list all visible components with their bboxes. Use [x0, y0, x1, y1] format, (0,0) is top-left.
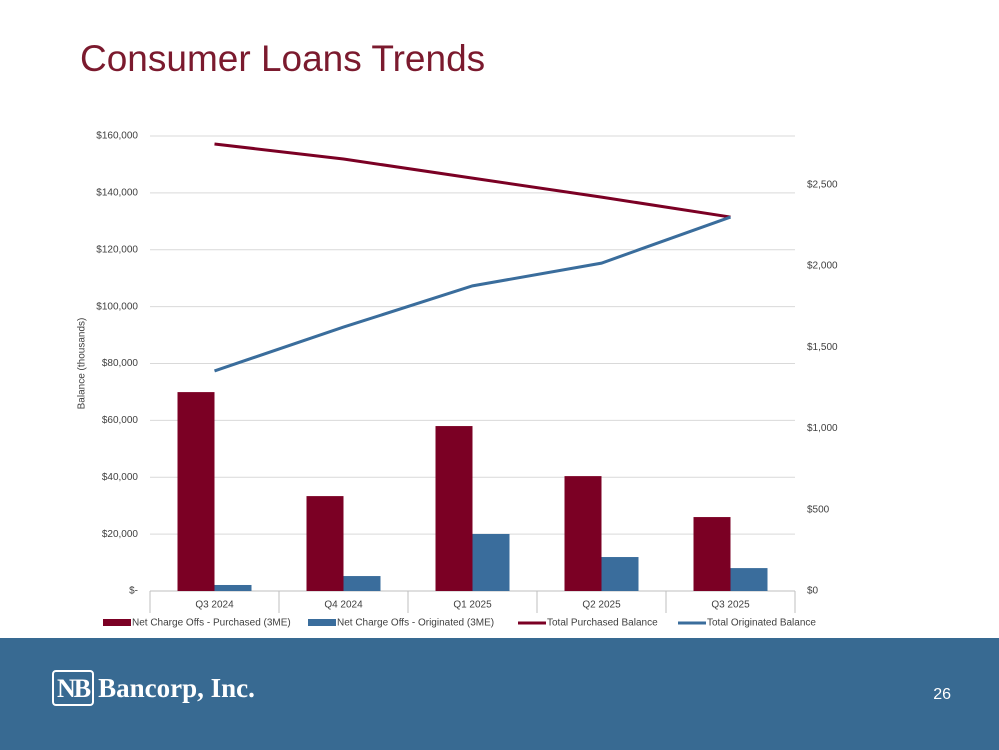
- y-tick-label: $140,000: [96, 188, 138, 199]
- bar: [472, 533, 510, 591]
- y-axis-label: Balance (thousands): [77, 318, 88, 410]
- company-name: Bancorp, Inc.: [98, 672, 255, 703]
- y-tick-label: $80,000: [102, 358, 139, 369]
- bar: [730, 568, 768, 591]
- y2-tick-label: $2,000: [807, 261, 838, 272]
- x-tick-label: Q4 2024: [324, 600, 363, 611]
- line: [214, 215, 732, 373]
- y2-tick-label: $0: [807, 586, 819, 597]
- bar: [343, 576, 381, 591]
- x-tick-label: Q3 2024: [195, 600, 234, 611]
- x-tick-label: Q3 2025: [711, 600, 750, 611]
- y-tick-label: $20,000: [102, 529, 139, 540]
- bar: [564, 476, 602, 591]
- y2-tick-label: $1,500: [807, 342, 838, 353]
- legend-swatch: [103, 619, 131, 626]
- y-tick-label: $-: [129, 586, 138, 597]
- y-tick-label: $160,000: [96, 131, 138, 142]
- y-tick-label: $60,000: [102, 415, 139, 426]
- bar: [693, 517, 731, 591]
- footer: NB Bancorp, Inc. 26: [0, 638, 999, 750]
- bar: [601, 557, 639, 591]
- x-tick-label: Q1 2025: [453, 600, 492, 611]
- logo: NB Bancorp, Inc.: [52, 670, 255, 706]
- y2-tick-label: $2,500: [807, 179, 838, 190]
- legend-label: Total Originated Balance: [707, 618, 816, 629]
- bar: [214, 584, 252, 591]
- y2-tick-label: $1,000: [807, 423, 838, 434]
- legend-swatch: [308, 619, 336, 626]
- logo-mark: NB: [52, 670, 95, 706]
- legend-label: Net Charge Offs - Originated (3ME): [337, 618, 494, 629]
- legend-label: Total Purchased Balance: [547, 618, 658, 629]
- line: [214, 142, 731, 219]
- bar: [177, 392, 215, 591]
- y2-tick-label: $500: [807, 504, 830, 515]
- chart: $- $20,000 $40,000 $60,000 $80,000 $100,000 $1…: [77, 131, 838, 629]
- bar: [435, 426, 473, 591]
- slide-title: Consumer Loans Trends: [80, 38, 486, 79]
- page-number: 26: [933, 686, 951, 703]
- y-tick-label: $40,000: [102, 472, 139, 483]
- x-tick-label: Q2 2025: [582, 600, 621, 611]
- y-tick-label: $100,000: [96, 301, 138, 312]
- legend-label: Net Charge Offs - Purchased (3ME): [132, 618, 291, 629]
- bar: [306, 496, 344, 591]
- y-tick-label: $120,000: [96, 244, 138, 255]
